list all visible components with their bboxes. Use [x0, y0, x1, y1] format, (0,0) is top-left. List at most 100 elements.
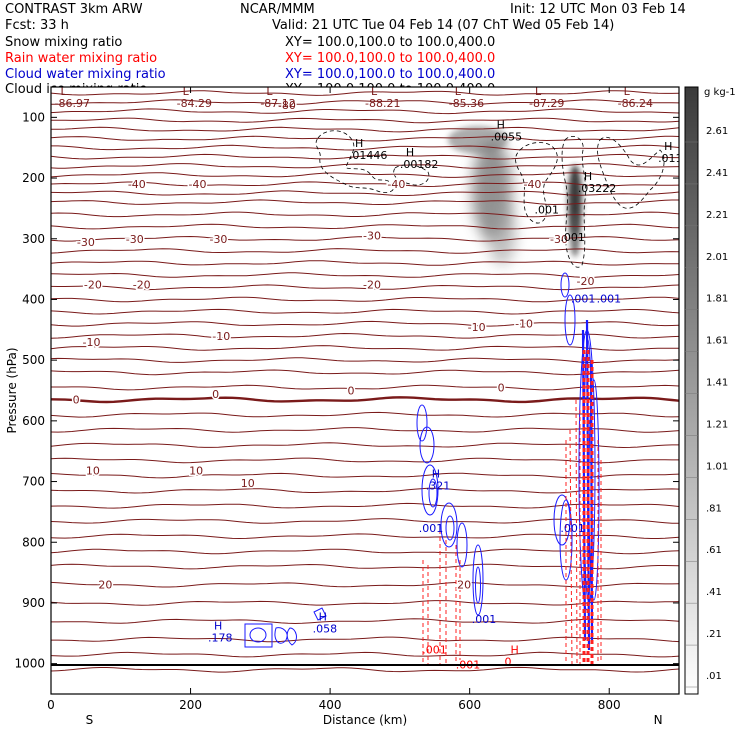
temperature-contour [51, 427, 679, 433]
temperature-label: -30 [550, 233, 568, 246]
cloud-ice-label-mark: H [497, 119, 505, 132]
temperature-label: -20 [577, 275, 595, 288]
legend-rain-xy: XY= 100.0,100.0 to 100.0,400.0 [285, 51, 495, 66]
temperature-contour [51, 533, 679, 540]
cloud-water-contour [419, 426, 435, 464]
cloud-ice-contours [315, 130, 665, 268]
temperature-contour [51, 108, 679, 115]
temperature-label: 20 [98, 579, 112, 592]
cloud-water-label: .001 [472, 613, 497, 626]
temperature-label: -10 [212, 330, 230, 343]
colorbar-tick-label: .21 [706, 629, 722, 640]
y-tick-label: 400 [22, 292, 45, 306]
cloud-water-contour [416, 404, 428, 442]
legend-cloud-water-label: Cloud water mixing ratio [5, 67, 166, 82]
cloud-ice-label-mark: H [355, 137, 363, 150]
temperature-contour [51, 411, 679, 418]
x-tick-label: 400 [319, 698, 342, 712]
temperature-contour [51, 117, 679, 124]
contour-labels: -80 -40 -40 -40 -40 -30 -30 -30 -30 -30 -20 -20 -20 -… [54, 85, 679, 672]
valid-time: Valid: 21 UTC Tue 04 Feb 14 (07 ChT Wed … [272, 18, 614, 33]
extremum-label-mark: L [535, 85, 542, 98]
temperature-label: 0 [212, 388, 219, 401]
temperature-label: -30 [209, 233, 227, 246]
rain-label-mark: H [511, 644, 519, 657]
rain-label: .001 [422, 644, 447, 657]
y-tick-label: 600 [22, 414, 45, 428]
temperature-contour [51, 144, 679, 151]
x-axis-label: Distance (km) [323, 713, 407, 727]
temperature-contour [51, 518, 679, 524]
cloud-ice-label-mark: H [406, 146, 414, 159]
temperature-contour [51, 666, 679, 673]
y-tick-label: 300 [22, 232, 45, 246]
cloud-ice-label: .03222 [578, 182, 617, 195]
x-tick-label: 200 [179, 698, 202, 712]
extremum-label: -87.29 [529, 97, 564, 110]
temperature-label: -30 [77, 236, 95, 249]
cloud-water-label-mark: H [432, 468, 440, 481]
cloud-water-label: .178 [208, 631, 233, 644]
legend-snow-xy: XY= 100.0,100.0 to 100.0,400.0 [285, 35, 495, 50]
extremum-label-mark: L [455, 85, 462, 98]
colorbar-tick-label: .81 [706, 503, 722, 514]
cloud-water-label: .001 [419, 522, 444, 535]
temperature-contours [51, 90, 679, 673]
temperature-contour [51, 296, 679, 303]
temperature-contour [51, 99, 679, 105]
colorbar-tick-label: 2.21 [706, 210, 728, 221]
plot-area: -80 -40 -40 -40 -40 -30 -30 -30 -30 -30 -20 -20 -20 -… [51, 85, 679, 694]
temperature-contour [51, 600, 679, 606]
temperature-label: -30 [363, 230, 381, 243]
temperature-contour [51, 260, 679, 266]
temperature-label: -40 [189, 178, 207, 191]
cloud-water-contour [560, 272, 570, 298]
rain-contour [565, 429, 573, 666]
temperature-contour [51, 384, 679, 391]
temperature-label: -10 [515, 318, 533, 331]
rain-contour [575, 399, 581, 666]
temperature-label: -40 [387, 178, 405, 191]
temperature-contour [51, 90, 679, 96]
temperature-contour [51, 235, 679, 242]
temperature-contour [51, 357, 679, 364]
cloud-ice-contour [561, 136, 587, 268]
cloud-water-label: .058 [313, 622, 338, 635]
rain-contour [422, 560, 429, 665]
extremum-label: -86.97 [54, 97, 89, 110]
colorbar-tick-label: 2.61 [706, 126, 728, 137]
temperature-label: -40 [128, 178, 146, 191]
x-end-label-south: S [86, 713, 94, 727]
cloud-ice-label-mark: H [664, 140, 672, 153]
temperature-label: -80 [278, 99, 296, 112]
temperature-contour [51, 153, 679, 160]
temperature-contour [51, 502, 679, 509]
temperature-contour [51, 369, 679, 376]
cloud-ice-label: .00182 [400, 158, 439, 171]
temperature-contour [51, 172, 679, 178]
colorbar-tick-label: 1.81 [706, 294, 728, 305]
colorbar-tick-label: 2.41 [706, 168, 728, 179]
snow-shading [448, 126, 582, 265]
rain-core [582, 350, 594, 665]
cloud-ice-label-mark: H [584, 170, 592, 183]
temperature-label: 20 [457, 579, 471, 592]
forecast-hour: Fcst: 33 h [5, 18, 69, 33]
colorbar-tick-label: 1.01 [706, 461, 728, 472]
temperature-label: -20 [363, 278, 381, 291]
rain-contour [597, 440, 602, 665]
temperature-contour [51, 651, 679, 658]
y-tick-label: 200 [22, 171, 45, 185]
temperature-contour [51, 563, 679, 570]
colorbar-tick-label: 1.21 [706, 419, 728, 430]
colorbar-unit-label: g kg-1 [704, 87, 736, 98]
temperature-contour [51, 135, 679, 142]
colorbar-tick-label: 1.61 [706, 336, 728, 347]
temperature-contour [51, 126, 679, 133]
temperature-label: 10 [86, 465, 100, 478]
colorbar: 2.61 2.41 2.21 2.01 1.81 1.61 1.41 1.21 1.01 .81.… [684, 86, 736, 695]
temperature-contour [51, 211, 679, 218]
temperature-contour [51, 457, 679, 464]
axes: 0 200 400 600 800100200300400500600700800900… [5, 87, 679, 727]
model-title: CONTRAST 3km ARW [5, 2, 143, 17]
